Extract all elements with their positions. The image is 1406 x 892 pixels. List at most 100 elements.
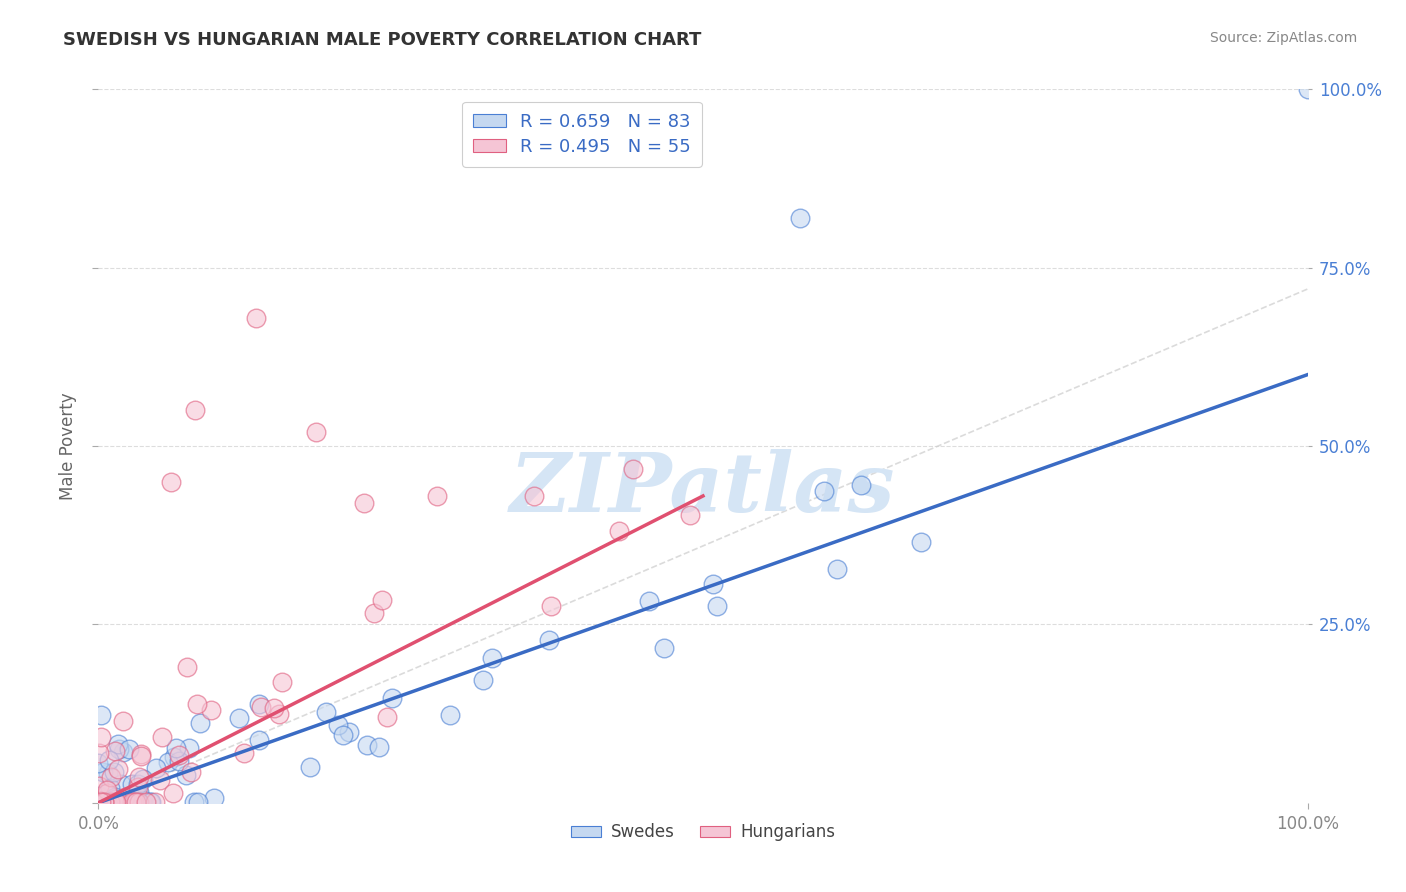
Point (162, 786, 184, 800)
Point (97, 795, 120, 809)
Point (101, 795, 124, 809)
Point (93, 792, 115, 806)
Point (100, 781, 122, 796)
Point (89, 795, 111, 809)
Point (87, 796, 110, 810)
Point (143, 795, 166, 809)
Point (332, 728, 354, 742)
Point (105, 795, 128, 809)
Point (100, 795, 122, 809)
Point (125, 795, 148, 809)
Point (115, 795, 138, 809)
Point (315, 705, 337, 719)
Point (121, 776, 143, 790)
Point (128, 770, 150, 784)
Point (326, 718, 349, 732)
Point (105, 795, 128, 809)
Point (367, 739, 389, 754)
Point (103, 795, 125, 809)
Point (135, 795, 157, 809)
Point (129, 749, 152, 764)
Point (89, 794, 111, 808)
Point (110, 777, 132, 791)
Point (90, 708, 112, 723)
Point (121, 795, 143, 809)
Point (90, 795, 112, 809)
Point (228, 711, 250, 725)
Point (107, 762, 129, 776)
Point (97, 765, 120, 780)
Point (267, 706, 290, 721)
Text: SWEDISH VS HUNGARIAN MALE POVERTY CORRELATION CHART: SWEDISH VS HUNGARIAN MALE POVERTY CORREL… (63, 31, 702, 49)
Point (305, 425, 328, 439)
Point (93, 795, 115, 809)
Point (104, 795, 127, 809)
Point (621, 462, 644, 476)
Point (481, 651, 503, 665)
Point (813, 483, 835, 498)
Point (90, 730, 112, 744)
Point (356, 738, 378, 752)
Point (110, 795, 132, 809)
Point (104, 792, 127, 806)
Point (167, 748, 190, 763)
Point (200, 702, 222, 716)
Point (89, 789, 111, 803)
Point (98, 795, 121, 809)
Point (439, 707, 461, 722)
Point (107, 737, 129, 751)
Point (678, 508, 700, 522)
Point (93, 795, 115, 809)
Point (100, 770, 122, 784)
Point (652, 640, 675, 655)
Point (825, 562, 848, 576)
Point (160, 475, 183, 489)
Point (131, 793, 153, 807)
Point (245, 310, 267, 325)
Point (131, 772, 153, 787)
Point (93, 795, 115, 809)
Point (353, 496, 375, 510)
Point (91, 764, 114, 779)
Point (149, 772, 172, 787)
Point (202, 790, 225, 805)
Point (184, 403, 207, 417)
Point (89, 795, 111, 809)
Point (93, 795, 115, 809)
Point (138, 795, 160, 809)
Point (114, 789, 136, 804)
Point (233, 746, 256, 760)
Point (180, 764, 202, 779)
Point (97, 795, 120, 809)
Text: ZIPatlas: ZIPatlas (510, 449, 896, 529)
Point (270, 674, 292, 689)
Point (163, 749, 186, 764)
Point (263, 701, 285, 715)
Point (105, 795, 128, 809)
Point (117, 795, 139, 809)
Point (472, 673, 495, 688)
Point (375, 709, 398, 723)
Point (98, 795, 121, 809)
Text: Source: ZipAtlas.com: Source: ZipAtlas.com (1209, 31, 1357, 45)
Point (523, 489, 546, 503)
Point (165, 740, 187, 755)
Point (381, 690, 404, 705)
Point (139, 795, 162, 809)
Point (167, 755, 190, 769)
Point (96, 782, 118, 797)
Point (87, 795, 110, 809)
Point (124, 795, 146, 809)
Point (128, 785, 150, 799)
Point (104, 789, 127, 804)
Point (104, 744, 127, 758)
Point (127, 777, 149, 791)
Point (702, 577, 724, 591)
Point (111, 745, 134, 759)
Point (87, 746, 110, 760)
Point (157, 755, 180, 769)
Point (186, 697, 208, 711)
Point (298, 760, 321, 774)
Point (910, 535, 932, 549)
Point (129, 747, 152, 761)
